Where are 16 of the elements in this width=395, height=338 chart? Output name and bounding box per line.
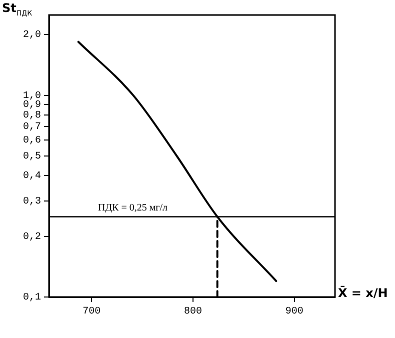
ref-line-label: ПДК = 0,25 мг/л <box>98 202 168 214</box>
y-tick-label: 0,5 <box>22 152 41 163</box>
y-axis-title: St$_{ПДК}$ <box>2 1 32 18</box>
x-axis-title: X̄ = x/Н <box>338 286 388 300</box>
x-tick-label: 800 <box>184 306 202 318</box>
y-tick-label: 0,9 <box>22 100 41 112</box>
y-tick-label: 0,7 <box>22 122 41 134</box>
y-tick-label: 0,8 <box>22 110 41 122</box>
y-tick-label: 0,1 <box>22 292 41 304</box>
y-tick-label: 0,3 <box>22 196 41 208</box>
y-tick-label: 2,0 <box>22 30 41 42</box>
y-tick-label: 0,6 <box>22 136 41 147</box>
x-tick-label: 900 <box>285 306 304 318</box>
y-tick-label: 0,4 <box>22 171 41 182</box>
x-tick-label: 700 <box>82 306 101 318</box>
y-tick-label: 0,2 <box>22 232 41 243</box>
